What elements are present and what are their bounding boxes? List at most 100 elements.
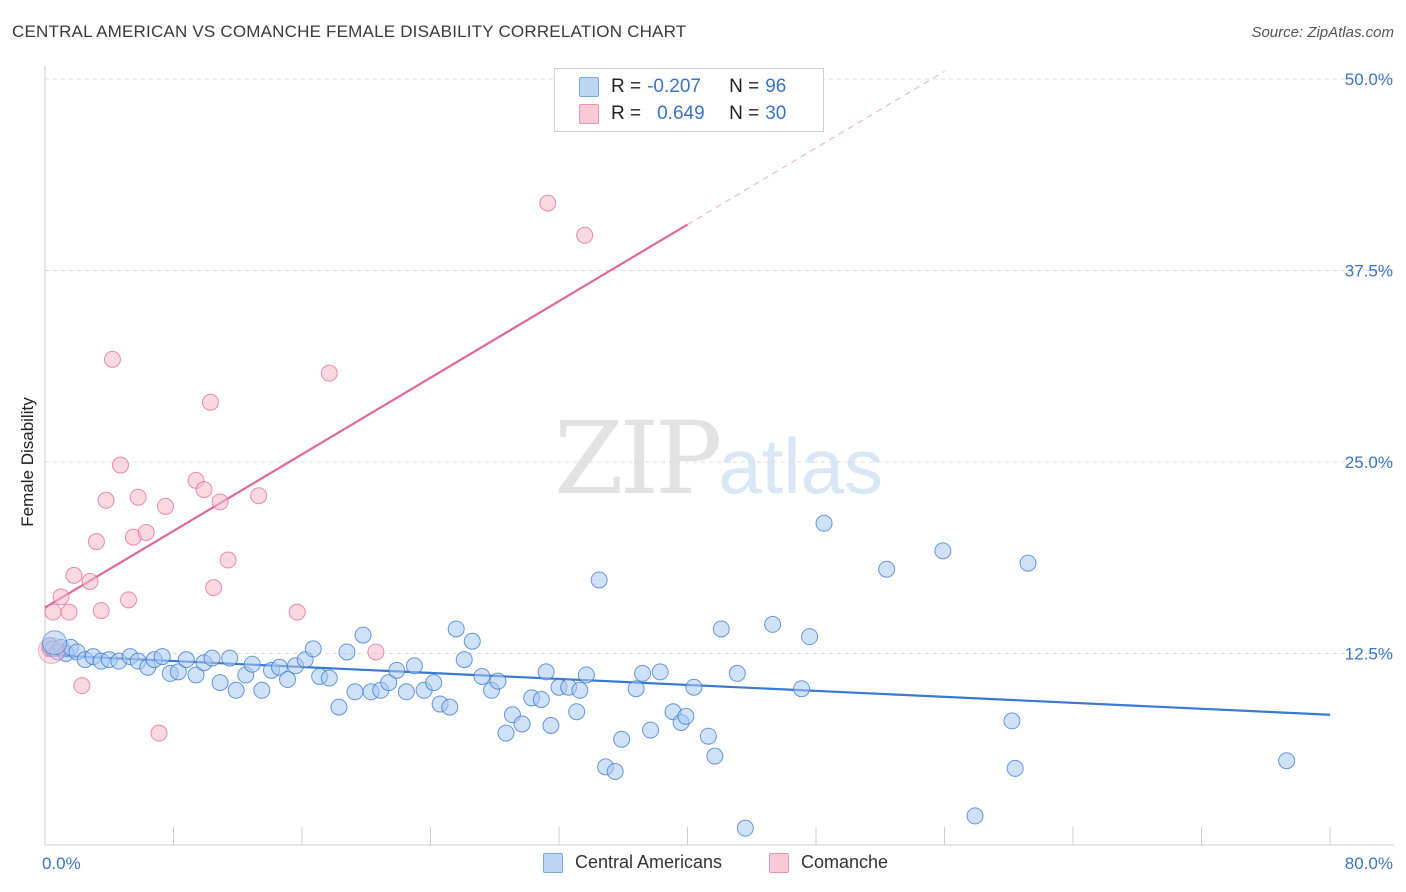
legend-n-label: N = — [729, 76, 760, 97]
legend-r-label: R = — [611, 103, 642, 124]
x-tick-label: 0.0% — [42, 854, 81, 873]
point-central-americans — [211, 674, 229, 692]
point-central-americans — [590, 571, 608, 589]
point-comanche — [539, 194, 557, 212]
point-central-americans — [441, 698, 459, 716]
point-comanche — [44, 603, 62, 621]
legend-n-value: 96 — [765, 76, 787, 97]
y-tick-label: 25.0% — [1345, 453, 1393, 472]
legend-item-central-americans[interactable]: Central Americans — [543, 852, 722, 873]
point-central-americans — [346, 683, 364, 701]
point-central-americans — [878, 560, 896, 578]
axes — [44, 66, 1394, 846]
point-comanche — [81, 572, 99, 590]
point-central-americans — [203, 649, 221, 667]
point-central-americans — [447, 620, 465, 638]
point-central-americans — [613, 730, 631, 748]
point-central-americans — [1019, 554, 1037, 572]
point-central-americans — [642, 721, 660, 739]
point-central-americans — [537, 663, 555, 681]
point-central-americans — [388, 661, 406, 679]
point-central-americans — [542, 717, 560, 735]
legend-item-comanche[interactable]: Comanche — [769, 852, 888, 873]
legend-r-value: -0.207 — [647, 76, 701, 97]
point-central-americans — [42, 630, 68, 656]
point-central-americans — [606, 762, 624, 780]
point-central-americans — [513, 715, 531, 733]
point-central-americans — [712, 620, 730, 638]
point-comanche — [60, 603, 78, 621]
point-central-americans — [1006, 759, 1024, 777]
point-comanche — [288, 603, 306, 621]
legend-swatch-blue — [579, 77, 599, 97]
legend-n-label: N = — [729, 103, 760, 124]
point-central-americans — [651, 663, 669, 681]
point-central-americans — [699, 727, 717, 745]
legend-swatch-pink — [769, 852, 789, 873]
y-tick-label: 50.0% — [1345, 70, 1393, 89]
point-comanche — [576, 226, 594, 244]
legend-swatch-pink — [579, 104, 599, 124]
point-central-americans — [497, 724, 515, 742]
point-central-americans — [634, 664, 652, 682]
point-comanche — [120, 591, 138, 609]
point-comanche — [137, 523, 155, 541]
trend-line-comanche — [44, 223, 689, 609]
grid-lines — [45, 78, 1394, 654]
point-comanche — [250, 487, 268, 505]
point-central-americans — [577, 666, 595, 684]
source-credit: Source: ZipAtlas.com — [1251, 24, 1394, 41]
legend-label: Central Americans — [575, 852, 723, 872]
legend-label: Comanche — [801, 852, 889, 872]
point-central-americans — [397, 683, 415, 701]
legend-r-label: R = — [611, 76, 642, 97]
point-central-americans — [1003, 712, 1021, 730]
point-central-americans — [253, 681, 271, 699]
point-comanche — [129, 488, 147, 506]
point-central-americans — [279, 671, 297, 689]
point-central-americans — [532, 690, 550, 708]
point-comanche — [219, 551, 237, 569]
y-tick-label: 37.5% — [1345, 262, 1393, 281]
axis-labels: 12.5% 25.0% 37.5% 50.0% 0.0% 80.0% Female Disa… — [18, 70, 1393, 873]
chart-title: CENTRAL AMERICAN VS COMANCHE FEMALE DISA… — [12, 22, 687, 41]
y-tick-label: 12.5% — [1345, 645, 1393, 664]
point-central-americans — [227, 681, 245, 699]
point-central-americans — [177, 651, 195, 669]
point-central-americans — [685, 678, 703, 696]
point-central-americans — [169, 663, 187, 681]
legend-swatch-blue — [543, 852, 563, 873]
point-central-americans — [463, 632, 481, 650]
legend-row-central-americans: R = -0.207 N = 96 — [579, 74, 786, 100]
point-central-americans — [568, 703, 586, 721]
point-central-americans — [801, 628, 819, 646]
point-central-americans — [338, 643, 356, 661]
point-comanche — [320, 364, 338, 382]
x-tick-label: 80.0% — [1345, 854, 1393, 873]
legend-r-value: 0.649 — [657, 103, 705, 124]
point-central-americans — [934, 542, 952, 560]
point-central-americans — [706, 747, 724, 765]
point-comanche — [195, 481, 213, 499]
point-comanche — [87, 533, 105, 551]
point-central-americans — [405, 657, 423, 675]
point-central-americans — [354, 626, 372, 644]
point-comanche — [52, 588, 70, 606]
data-points — [37, 194, 1296, 837]
point-comanche — [150, 724, 168, 742]
point-comanche — [92, 602, 110, 620]
point-comanche — [201, 393, 219, 411]
point-central-americans — [243, 655, 261, 673]
point-comanche — [205, 579, 223, 597]
point-comanche — [156, 497, 174, 515]
point-central-americans — [736, 819, 754, 837]
point-central-americans — [153, 648, 171, 666]
point-central-americans — [571, 681, 589, 699]
point-comanche — [367, 643, 385, 661]
series-legend: Central Americans Comanche — [0, 852, 1406, 876]
point-central-americans — [380, 674, 398, 692]
point-central-americans — [627, 680, 645, 698]
point-central-americans — [330, 698, 348, 716]
point-central-americans — [677, 707, 695, 725]
